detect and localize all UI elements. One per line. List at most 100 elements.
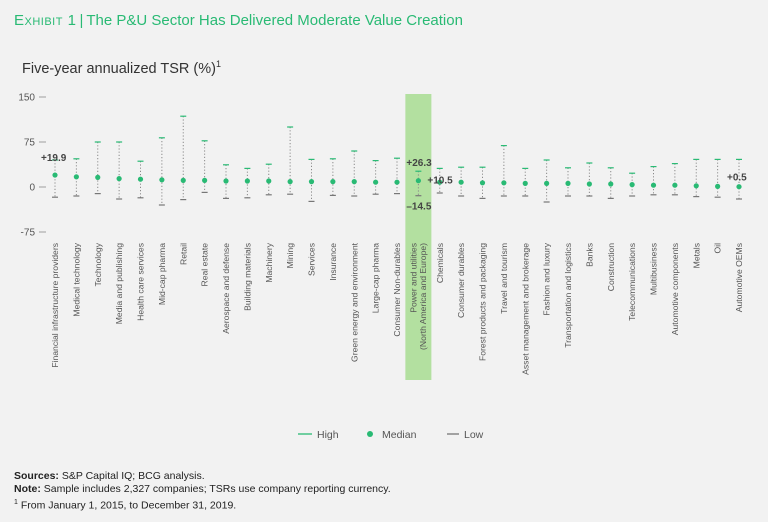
category-label-line: Asset management and brokerage	[520, 243, 530, 375]
category-label: Chemicals	[435, 243, 445, 283]
sources-label: Sources:	[14, 470, 59, 482]
category-label-line: Mid-cap pharma	[157, 243, 167, 305]
median-dot	[693, 183, 699, 189]
legend-median-dot	[367, 431, 373, 437]
footnote-text: From January 1, 2015, to December 31, 20…	[20, 499, 237, 512]
y-tick-label: -75	[21, 228, 36, 239]
median-dot	[180, 177, 186, 183]
category-label: Automotive OEMs	[734, 243, 744, 312]
category-label-line: (North America and Europe)	[418, 243, 428, 350]
exhibit-title: The P&U Sector Has Delivered Moderate Va…	[86, 12, 463, 29]
chart-subtitle-text: Five-year annualized TSR (%)	[22, 60, 216, 77]
category-label-line: Fashion and luxury	[542, 242, 552, 315]
legend-median-label: Median	[382, 429, 417, 441]
category-label: Power and utilities (North America and Eu…	[409, 243, 429, 350]
category-label: Mining	[285, 243, 295, 269]
category-label: Banks	[584, 243, 594, 267]
category-label-line: Media and publishing	[114, 243, 124, 324]
data-annotation: –14.5	[406, 202, 431, 213]
category-label: Automotive components	[670, 243, 680, 335]
category-label: Oil	[713, 243, 723, 254]
category-label-line: Machinery	[264, 242, 274, 282]
category-label-line: Multibusiness	[649, 243, 659, 295]
category-label: Aerospace and defense	[221, 243, 231, 334]
category-label-line: Transportation and logistics	[563, 243, 573, 348]
data-annotation: +0.5	[727, 173, 747, 184]
category-label: Multibusiness	[649, 243, 659, 295]
median-dot	[244, 178, 250, 184]
note-label: Note:	[14, 483, 41, 495]
median-dot	[202, 177, 208, 183]
y-tick-label: 75	[24, 138, 36, 149]
category-label-line: Services	[307, 243, 317, 276]
median-dot	[116, 176, 122, 182]
note-text: Sample includes 2,327 companies; TSRs us…	[43, 483, 391, 495]
category-label: Transportation and logistics	[563, 243, 573, 348]
category-label-line: Banks	[584, 243, 594, 267]
median-dot	[52, 172, 58, 178]
category-label: Health care services	[136, 243, 146, 321]
category-label: Consumer Non-durables	[392, 243, 402, 337]
median-dot	[394, 179, 400, 185]
category-label-line: Consumer Non-durables	[392, 243, 402, 337]
category-label-line: Financial infrastructure providers	[50, 243, 60, 368]
range-dot-chart: 150 75 0 -75 Financial infrastructure provid…	[18, 93, 747, 442]
median-dot	[373, 179, 379, 185]
footnote-mark: 1	[14, 499, 18, 506]
y-tick-label: 150	[18, 93, 35, 104]
median-dot	[351, 179, 357, 185]
category-label-line: Aerospace and defense	[221, 243, 231, 334]
median-dot	[287, 179, 293, 185]
data-annotation: +19.9	[41, 153, 67, 164]
category-label-line: Mining	[285, 243, 295, 269]
median-dot	[415, 178, 421, 184]
median-dot	[522, 180, 528, 186]
category-label-line: Health care services	[136, 243, 146, 321]
category-label-line: Real estate	[200, 243, 210, 287]
category-label: Retail	[178, 243, 188, 265]
footnote-line: 1 From January 1, 2015, to December 31, …	[14, 496, 391, 513]
category-label-line: Power and utilities	[409, 243, 419, 313]
category-label: Metals	[691, 243, 701, 268]
median-dot	[672, 182, 678, 188]
median-dot	[501, 180, 507, 186]
chart-subtitle: Five-year annualized TSR (%)1	[22, 59, 221, 77]
note-line: Note: Sample includes 2,327 companies; T…	[14, 483, 391, 496]
median-dot	[437, 179, 443, 185]
category-label-line: Automotive components	[670, 243, 680, 335]
median-dot	[330, 179, 336, 185]
exhibit-label: Exhibit 1	[14, 12, 77, 29]
sources-text: S&P Capital IQ; BCG analysis.	[61, 470, 205, 482]
category-label: Media and publishing	[114, 243, 124, 324]
median-dot	[736, 184, 742, 190]
category-label-line: Automotive OEMs	[734, 243, 744, 312]
median-dot	[159, 177, 165, 183]
category-label-line: Technology	[93, 242, 103, 286]
category-label: Green energy and environment	[349, 242, 359, 362]
category-label: Medical technology	[71, 242, 81, 316]
category-label: Travel and tourism	[499, 243, 509, 314]
median-dot	[629, 182, 635, 188]
median-dot	[266, 178, 272, 184]
category-label-line: Consumer durables	[456, 243, 466, 318]
category-label-line: Construction	[606, 243, 616, 291]
median-dot	[479, 180, 486, 186]
median-dot	[650, 182, 657, 188]
category-label: Building materials	[242, 243, 252, 311]
category-label-line: Building materials	[242, 243, 252, 311]
category-label: Forest products and packaging	[478, 243, 488, 361]
category-label: Technology	[93, 242, 103, 286]
category-label-line: Large-cap pharma	[371, 243, 381, 313]
data-annotation: +10.5	[427, 176, 453, 187]
median-dot	[308, 179, 315, 185]
data-annotation: +26.3	[406, 158, 432, 169]
category-label-line: Medical technology	[71, 242, 81, 316]
category-label: Machinery	[264, 242, 274, 282]
category-label: Financial infrastructure providers	[50, 243, 60, 368]
category-label: Real estate	[200, 243, 210, 287]
median-dot	[223, 178, 229, 184]
sources-line: Sources: S&P Capital IQ; BCG analysis.	[14, 470, 391, 483]
median-dot	[95, 174, 101, 180]
median-dot	[73, 174, 79, 180]
median-dot	[608, 181, 614, 187]
